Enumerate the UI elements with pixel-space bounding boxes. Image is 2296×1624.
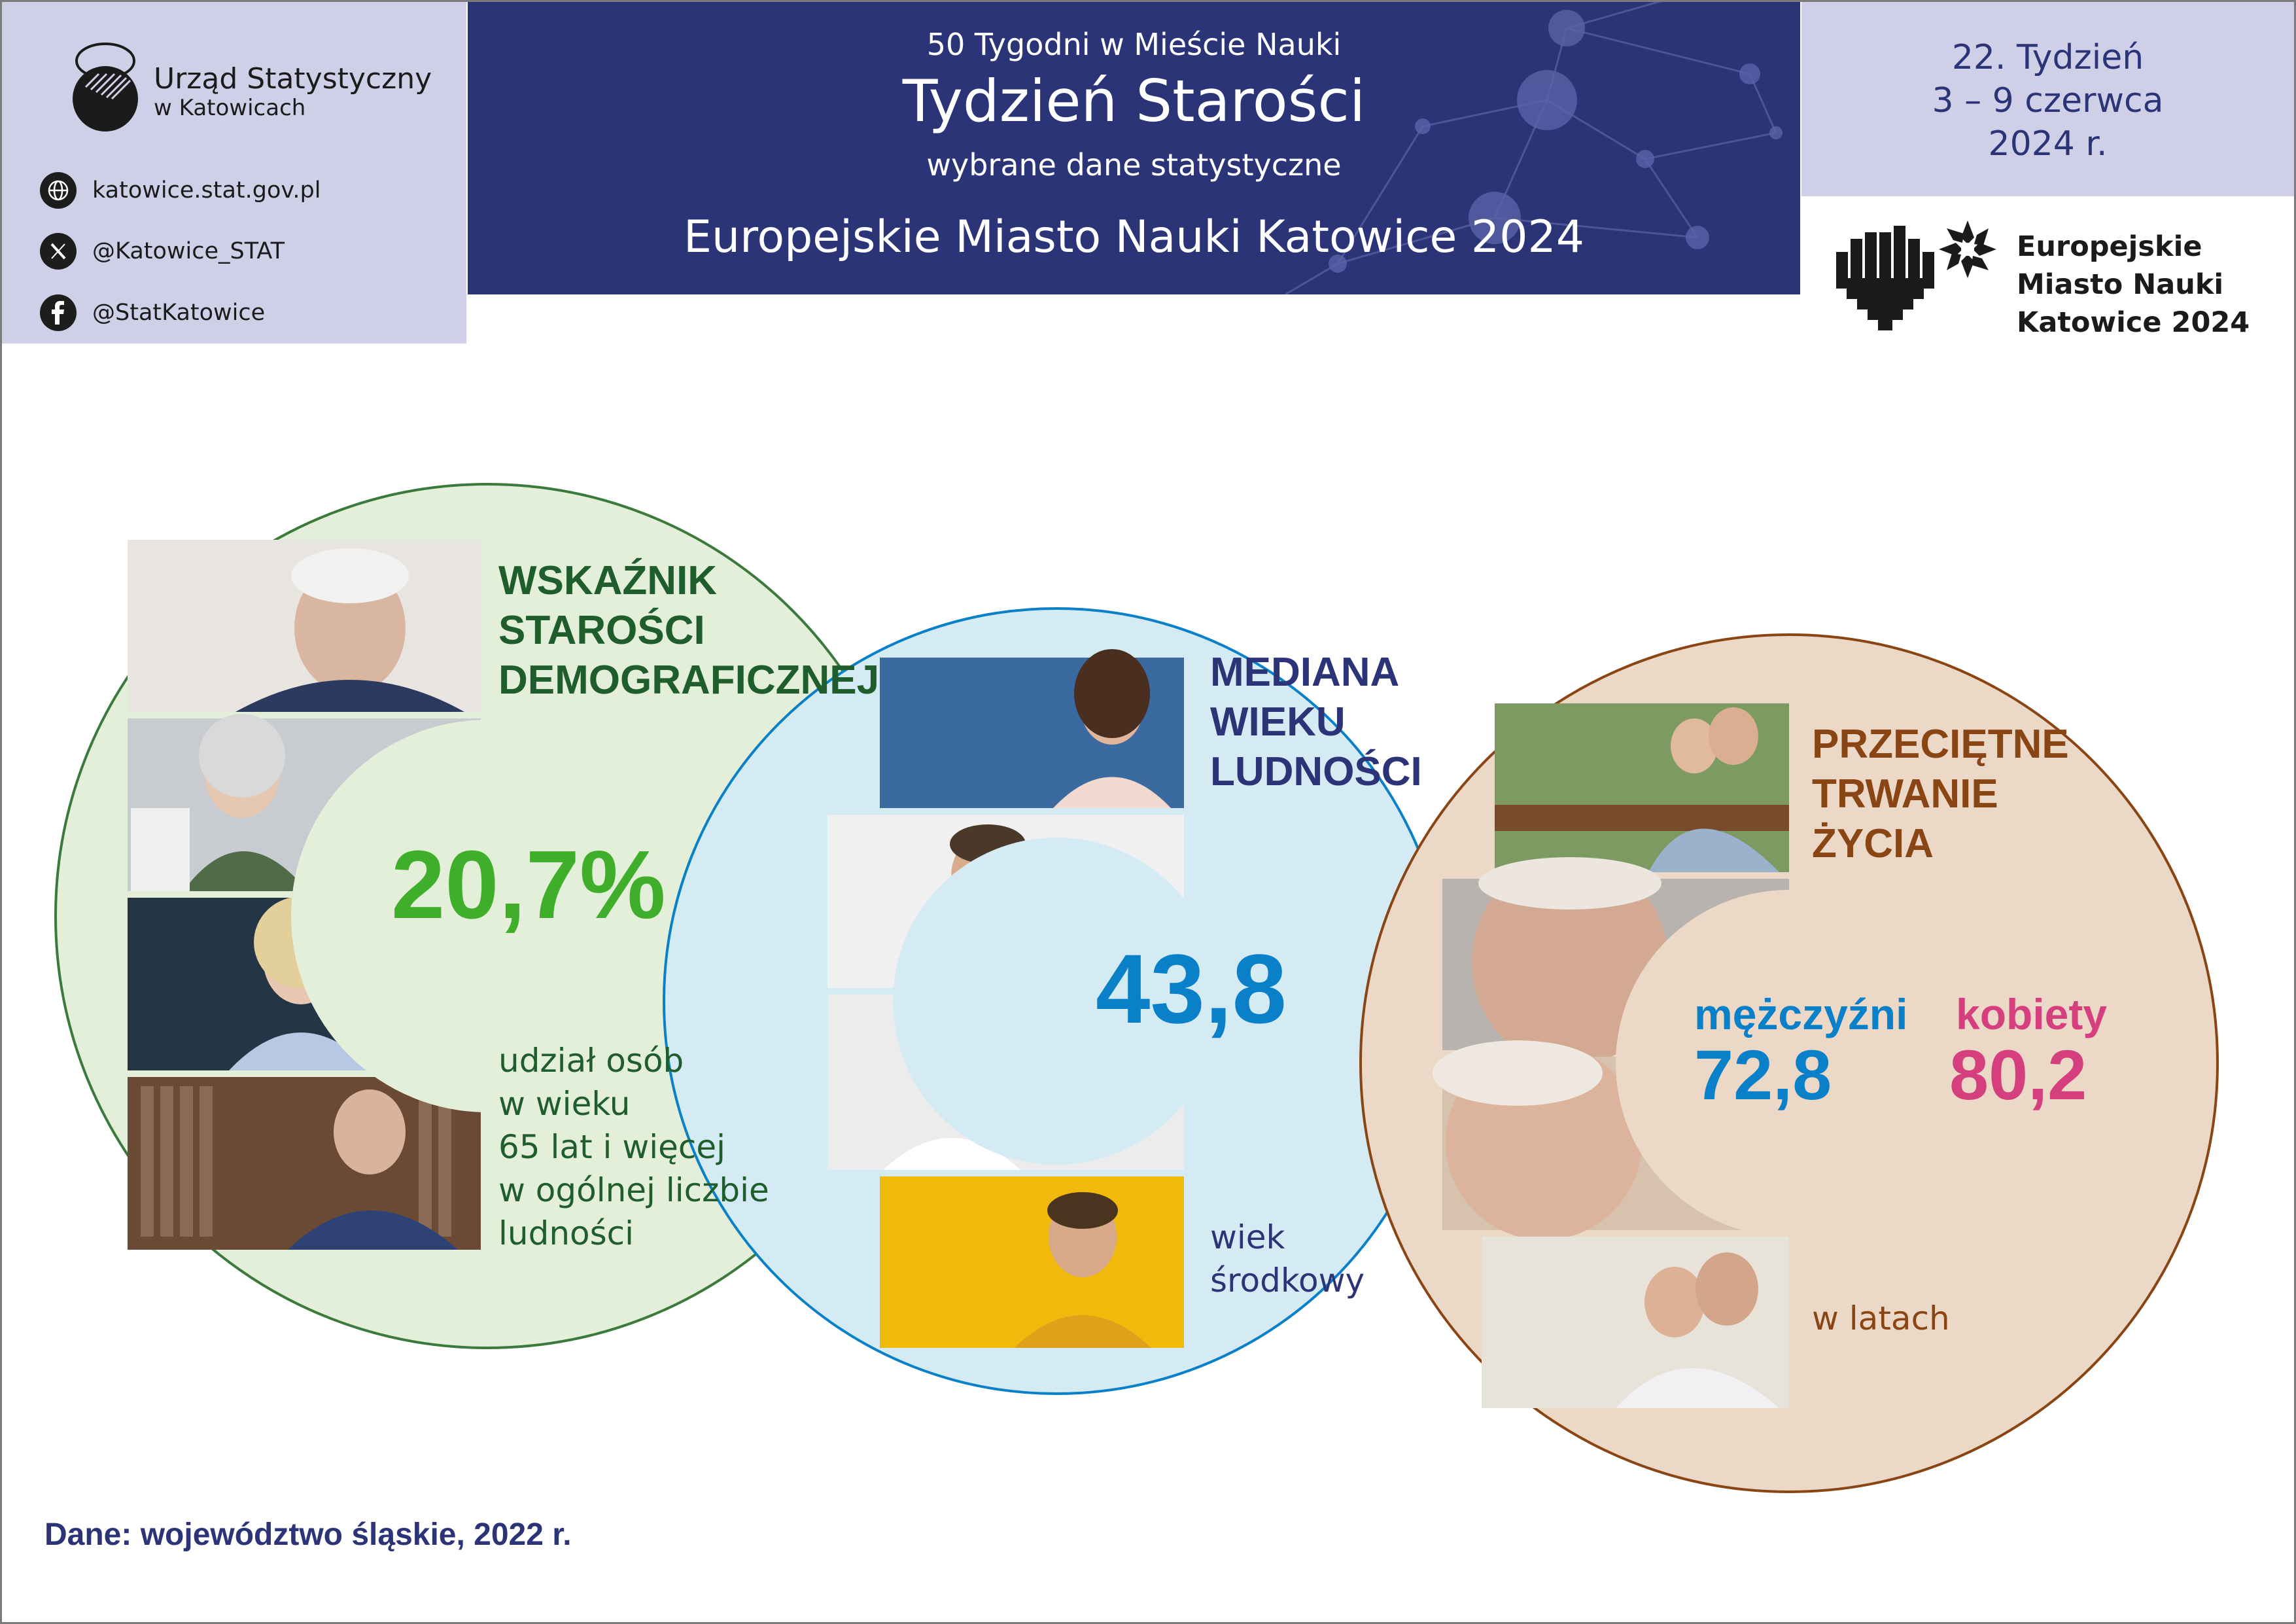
x-text: @Katowice_STAT <box>92 238 285 264</box>
aging-index-title-line-1: WSKAŹNIK <box>498 558 718 603</box>
network-pattern <box>1285 2 1783 294</box>
city-of-science-text: Europejskie Miasto Nauki Katowice 2024 <box>2017 228 2250 342</box>
median-age-title-line-3: LUDNOŚCI <box>1210 749 1422 794</box>
x-icon <box>40 233 77 270</box>
statistical-office-logo <box>73 43 138 132</box>
header-banner: 50 Tygodni w Mieście Nauki Tydzień Staro… <box>468 2 1800 294</box>
women-label: kobiety <box>1956 990 2108 1038</box>
aging-index-desc-line-2: w wieku <box>498 1085 631 1123</box>
emn-line-1: Europejskie <box>2017 230 2202 263</box>
median-age-desc-line-2: środkowy <box>1210 1262 1365 1299</box>
median-age-title-line-2: WIEKU <box>1210 699 1346 745</box>
facebook-icon <box>40 294 77 331</box>
week-number: 22. Tydzień <box>1951 38 2144 77</box>
life-expectancy-circle <box>1359 633 2219 1493</box>
median-age-title: MEDIANA WIEKU LUDNOŚCI <box>1210 648 1422 797</box>
men-value: 72,8 <box>1694 1035 1832 1114</box>
aging-index-desc-line-4: w ogólnej liczbie <box>498 1171 769 1209</box>
aging-index-circle <box>54 483 920 1349</box>
aging-index-desc-line-1: udział osób <box>498 1042 684 1080</box>
aging-index-desc-line-5: ludności <box>498 1214 635 1252</box>
page-title: Tydzień Starości <box>902 67 1366 135</box>
office-info-panel: Urząd Statystyczny w Katowicach katowice… <box>2 2 466 344</box>
website-text: katowice.stat.gov.pl <box>92 177 321 203</box>
week-year: 2024 r. <box>1988 124 2108 164</box>
median-age-value: 43,8 <box>1096 934 1287 1044</box>
aging-index-title-line-3: DEMOGRAFICZNEJ <box>498 658 880 703</box>
aging-index-title: WSKAŹNIK STAROŚCI DEMOGRAFICZNEJ <box>498 556 879 705</box>
star-icon <box>1939 221 1996 278</box>
median-age-description: wiek środkowy <box>1210 1216 1365 1302</box>
aging-index-description: udział osób w wieku 65 lat i więcej w og… <box>498 1039 769 1255</box>
life-expectancy-title-line-3: ŻYCIA <box>1812 821 1934 866</box>
week-dates: 3 – 9 czerwca <box>1932 81 2164 120</box>
women-value: 80,2 <box>1949 1035 2087 1114</box>
event-name: Europejskie Miasto Nauki Katowice 2024 <box>684 211 1584 263</box>
photo-man-with-glasses <box>880 1176 1184 1348</box>
median-age-desc-line-1: wiek <box>1210 1218 1285 1256</box>
x-link[interactable]: @Katowice_STAT <box>40 230 459 272</box>
facebook-text: @StatKatowice <box>92 300 266 326</box>
office-name: Urząd Statystyczny <box>154 62 432 96</box>
median-age-circle <box>663 607 1450 1395</box>
life-expectancy-title-line-1: PRZECIĘTNE <box>1812 722 2069 767</box>
emn-line-2: Miasto Nauki <box>2017 268 2224 301</box>
life-expectancy-title: PRZECIĘTNE TRWANIE ŻYCIA <box>1812 720 2069 869</box>
office-city: w Katowicach <box>154 95 306 121</box>
page-subtitle: wybrane dane statystyczne <box>926 147 1342 183</box>
data-source-note: Dane: województwo śląskie, 2022 r. <box>44 1517 572 1552</box>
men-label: mężczyźni <box>1694 990 1908 1038</box>
life-expectancy-unit: w latach <box>1812 1299 1950 1337</box>
week-panel: 22. Tydzień 3 – 9 czerwca 2024 r. <box>1801 2 2294 196</box>
website-link[interactable]: katowice.stat.gov.pl <box>40 169 459 211</box>
city-of-science-logo <box>1836 226 1934 330</box>
series-name: 50 Tygodni w Mieście Nauki <box>926 27 1342 62</box>
aging-index-title-line-2: STAROŚCI <box>498 608 705 653</box>
globe-icon <box>40 172 77 209</box>
emn-line-3: Katowice 2024 <box>2017 306 2250 339</box>
aging-index-value: 20,7% <box>391 831 666 939</box>
life-expectancy-title-line-2: TRWANIE <box>1812 771 1998 817</box>
facebook-link[interactable]: @StatKatowice <box>40 292 459 334</box>
median-age-title-line-1: MEDIANA <box>1210 650 1400 695</box>
aging-index-desc-line-3: 65 lat i więcej <box>498 1128 726 1166</box>
